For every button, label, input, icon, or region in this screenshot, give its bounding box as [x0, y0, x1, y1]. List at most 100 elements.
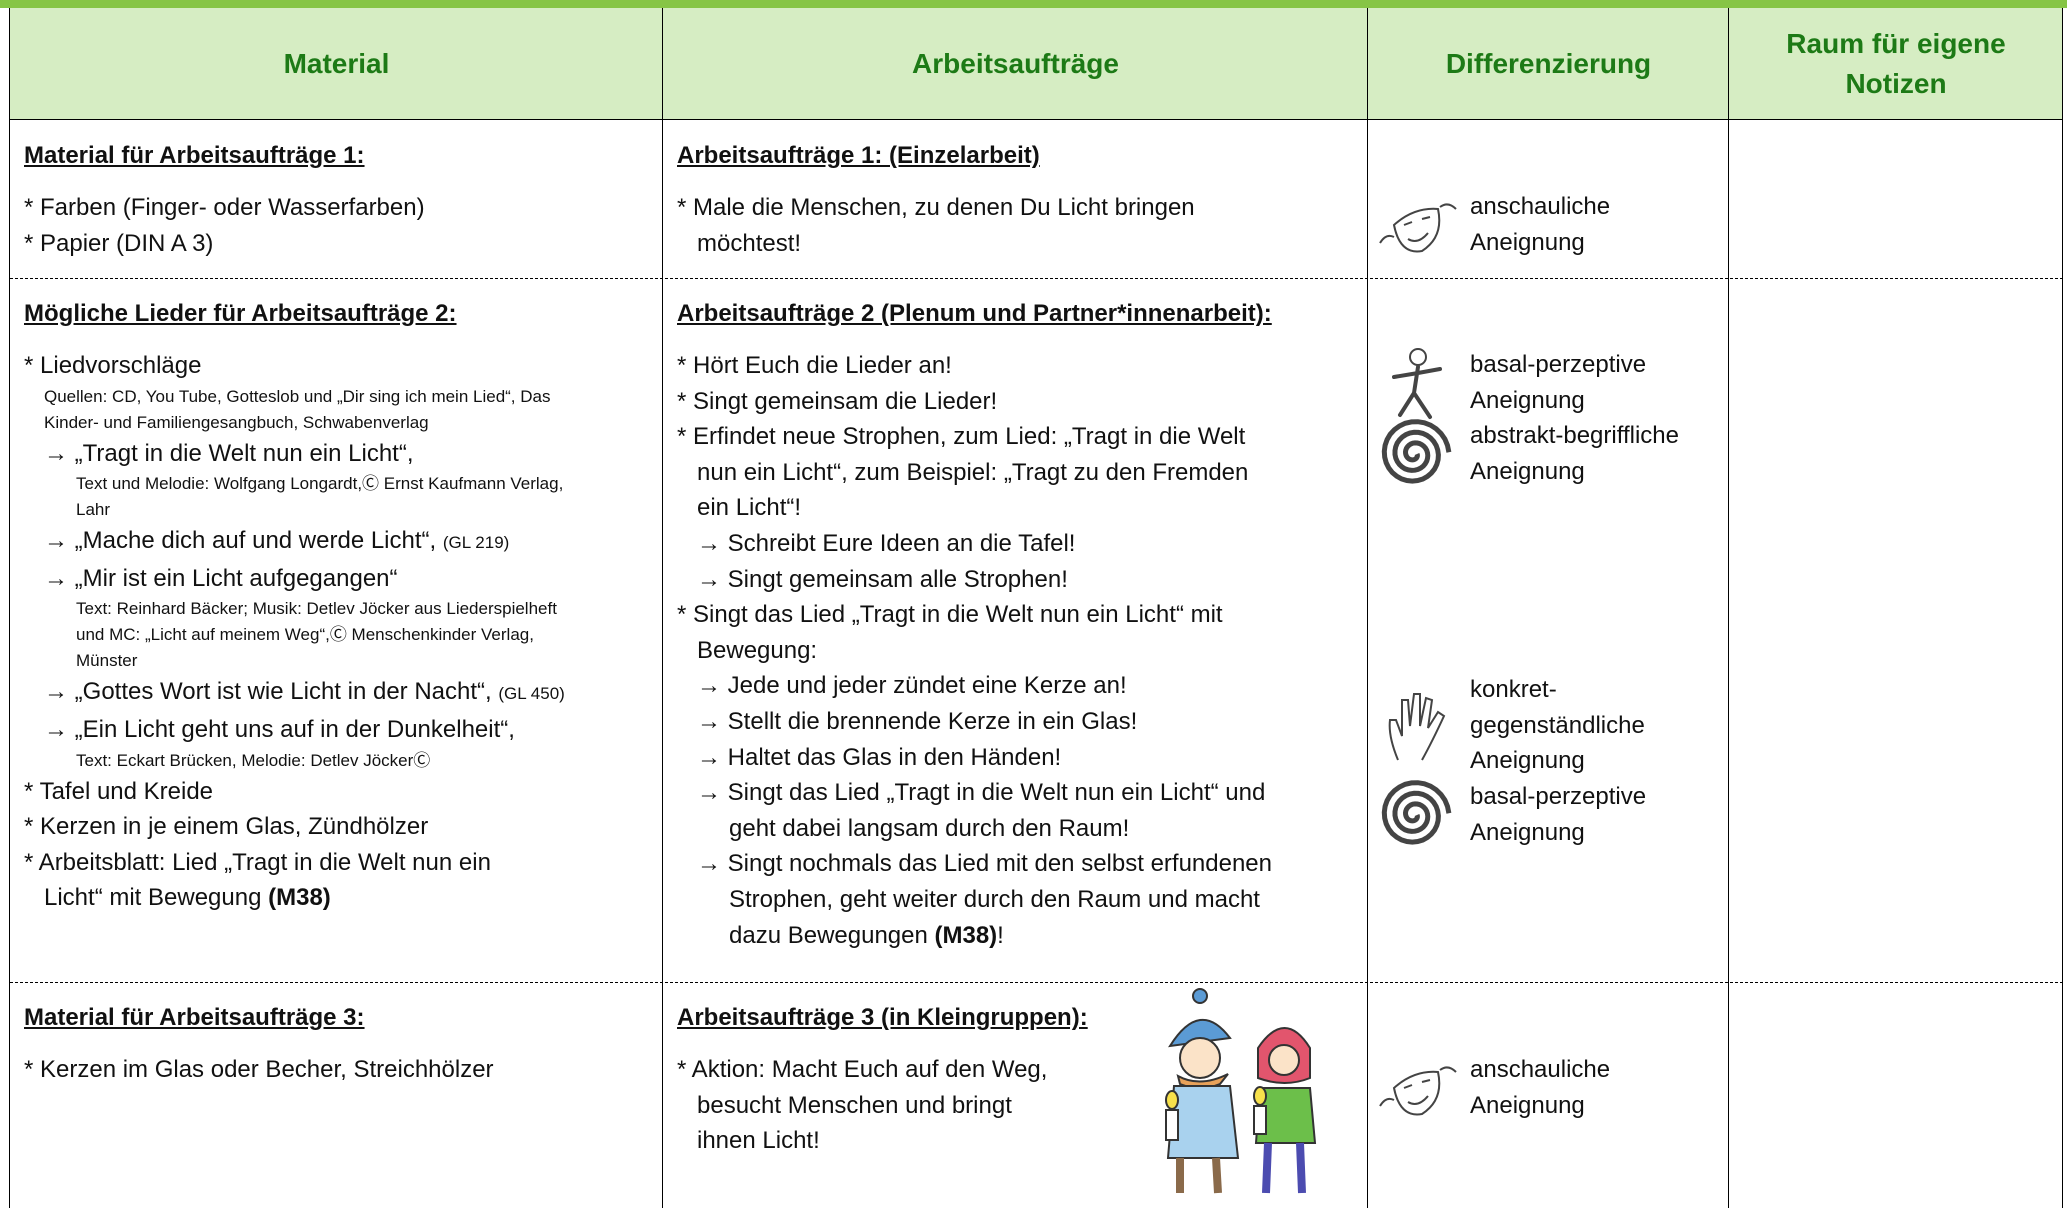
list-item: → Jede und jeder zündet eine Kerze an! — [677, 668, 1272, 704]
item-line: → Jede und jeder zündet eine Kerze an! — [697, 672, 1127, 700]
item-line: * Tafel und Kreide — [24, 777, 214, 805]
item-line: * Liedvorschläge — [24, 352, 202, 379]
column-border — [2062, 8, 2064, 1208]
item-line: Licht“ mit Bewegung (M38) — [24, 880, 565, 916]
list-item: Quellen: CD, You Tube, Gotteslob und „Di… — [24, 384, 565, 436]
item-line: → „Gottes Wort ist wie Licht in der Nach… — [24, 674, 565, 712]
list-item: → Stellt die brennende Kerze in ein Glas… — [677, 704, 1272, 740]
item-line: Text: Eckart Brücken, Melodie: Detlev Jö… — [76, 750, 431, 770]
cell-heading: Arbeitsaufträge 3 (in Kleingruppen): — [677, 1004, 1088, 1031]
label-line: gegenständliche — [1470, 711, 1645, 739]
cell-heading: Arbeitsaufträge 1: (Einzelarbeit) — [677, 142, 1040, 169]
item-line: Bewegung: — [697, 636, 818, 664]
list-item: * Papier (DIN A 3) — [24, 226, 425, 262]
item-line: → Schreibt Eure Ideen an die Tafel! — [697, 529, 1076, 557]
label-line: anschauliche — [1470, 1056, 1611, 1084]
item-line: Text und Melodie: Wolfgang Longardt,Ⓒ Er… — [76, 474, 564, 494]
item-line: und MC: „Licht auf meinem Weg“,Ⓒ Mensche… — [76, 625, 534, 645]
list-item: * Aktion: Macht Euch auf den Weg, besucht… — [677, 1052, 1088, 1159]
header-cell: Arbeitsaufträge — [912, 48, 1119, 79]
list-item: → Singt gemeinsam alle Strophen! — [677, 562, 1272, 598]
list-item: * Erfindet neue Strophen, zum Lied: „Tra… — [677, 419, 1272, 526]
text-small: (GL 450) — [498, 684, 565, 704]
label-line: Aneignung — [1470, 818, 1585, 846]
cell-content: Material für Arbeitsaufträge 3: * Kerzen … — [24, 1000, 494, 1088]
list-item: * Farben (Finger- oder Wasserfarben) — [24, 190, 425, 226]
row-border — [10, 982, 2063, 983]
item-line: → Haltet das Glas in den Händen! — [697, 743, 1062, 771]
list-item: → „Gottes Wort ist wie Licht in der Nach… — [24, 674, 565, 712]
differentiation-icon — [1381, 779, 1452, 845]
item-line: → „Mache dich auf und werde Licht“, (GL … — [24, 523, 565, 561]
differentiation-icon — [1381, 418, 1452, 484]
text-text: → „Gottes Wort ist wie Licht in der Nach… — [44, 678, 499, 706]
label-line: Aneignung — [1470, 747, 1585, 775]
item-line: * Singt das Lied „Tragt in die Welt nun … — [677, 601, 1223, 629]
column-border — [1728, 8, 1730, 1208]
text-after: ! — [997, 921, 1004, 949]
text-bold: (M38) — [268, 884, 331, 912]
label-line: abstrakt-begriffliche — [1470, 422, 1679, 450]
differentiation-label: abstrakt-begriffliche Aneignung — [1470, 418, 1679, 489]
item-line: * Singt gemeinsam die Lieder! — [677, 387, 998, 415]
item-line: ein Licht“! — [697, 494, 802, 522]
list-item: → „Ein Licht geht uns auf in der Dunkelh… — [24, 712, 565, 748]
item-line: Münster — [76, 651, 138, 671]
header-border — [10, 119, 2063, 120]
list-item: → Haltet das Glas in den Händen! — [677, 740, 1272, 776]
header-cell: Raum für eigene Notizen — [1786, 28, 2006, 99]
list-item: Text: Eckart Brücken, Melodie: Detlev Jö… — [24, 748, 565, 774]
cell-content: Mögliche Lieder für Arbeitsaufträge 2: * … — [24, 296, 565, 916]
list-item: → Singt nochmals das Lied mit den selbst… — [677, 846, 1272, 953]
cell-content: Material für Arbeitsaufträge 1: * Farben … — [24, 138, 425, 261]
top-bar — [0, 0, 2067, 8]
cell-heading: Material für Arbeitsaufträge 1: — [24, 142, 365, 169]
list-item: * Hört Euch die Lieder an! — [677, 348, 1272, 384]
label-line: basal-perzeptive — [1470, 783, 1647, 811]
differentiation-label: basal-perzeptive Aneignung — [1470, 347, 1646, 418]
item-line: * Hört Euch die Lieder an! — [677, 352, 952, 379]
item-line: * Aktion: Macht Euch auf den Weg, — [677, 1056, 1048, 1083]
item-line: Strophen, geht weiter durch den Raum und… — [729, 885, 1260, 913]
item-line: * Male die Menschen, zu denen Du Licht b… — [677, 194, 1195, 221]
item-line: dazu Bewegungen (M38)! — [677, 918, 1272, 954]
list-item: * Tafel und Kreide — [24, 774, 565, 810]
item-line: → „Mir ist ein Licht aufgegangen“ — [44, 564, 398, 592]
text-text: → „Mache dich auf und werde Licht“, — [44, 527, 443, 555]
item-line: besucht Menschen und bringt — [697, 1091, 1012, 1119]
item-line: * Erfindet neue Strophen, zum Lied: „Tra… — [677, 423, 1246, 451]
list-item: * Male die Menschen, zu denen Du Licht b… — [677, 190, 1195, 261]
item-line: Kinder- und Familiengesangbuch, Schwaben… — [44, 412, 429, 432]
differentiation-label: konkret-gegenständliche Aneignung — [1470, 672, 1645, 779]
list-item: → „Mache dich auf und werde Licht“, (GL … — [24, 523, 565, 561]
differentiation-icon — [1379, 1066, 1457, 1116]
text-text: Licht“ mit Bewegung — [44, 884, 269, 912]
header-cell: Material — [283, 48, 390, 79]
item-line: → Singt das Lied „Tragt in die Welt nun … — [697, 779, 1266, 807]
column-border — [1367, 8, 1369, 1208]
cell-content: Arbeitsaufträge 2 (Plenum und Partner*in… — [677, 296, 1272, 953]
item-line: * Farben (Finger- oder Wasserfarben) — [24, 194, 425, 221]
list-item: Text: Reinhard Bäcker; Musik: Detlev Jöc… — [24, 596, 565, 674]
label-line: basal-perzeptive — [1470, 351, 1647, 379]
label-line: Aneignung — [1470, 457, 1585, 485]
differentiation-label: basal-perzeptive Aneignung — [1470, 779, 1646, 850]
differentiation-label: anschauliche Aneignung — [1470, 189, 1610, 260]
item-line: * Kerzen in je einem Glas, Zündhölzer — [24, 813, 429, 841]
cell-content: Arbeitsaufträge 3 (in Kleingruppen): * Ak… — [677, 1000, 1088, 1159]
item-line: → Singt gemeinsam alle Strophen! — [697, 565, 1068, 593]
row-border — [10, 278, 2063, 279]
item-line: → „Ein Licht geht uns auf in der Dunkelh… — [44, 715, 515, 743]
differentiation-icon — [1379, 203, 1457, 253]
list-item: → „Mir ist ein Licht aufgegangen“ — [24, 561, 565, 597]
list-item: → Singt das Lied „Tragt in die Welt nun … — [677, 775, 1272, 846]
text-bold: (M38) — [934, 921, 998, 949]
cell-content: Arbeitsaufträge 1: (Einzelarbeit) * Male … — [677, 138, 1195, 261]
item-line: Lahr — [76, 500, 111, 520]
header-cell: Differenzierung — [1445, 48, 1652, 79]
label-line: konkret- — [1470, 676, 1557, 704]
item-line: → Stellt die brennende Kerze in ein Glas… — [697, 707, 1138, 735]
item-line: Text: Reinhard Bäcker; Musik: Detlev Jöc… — [76, 599, 557, 619]
cell-heading: Material für Arbeitsaufträge 3: — [24, 1004, 365, 1031]
list-item: Text und Melodie: Wolfgang Longardt,Ⓒ Er… — [24, 471, 565, 523]
